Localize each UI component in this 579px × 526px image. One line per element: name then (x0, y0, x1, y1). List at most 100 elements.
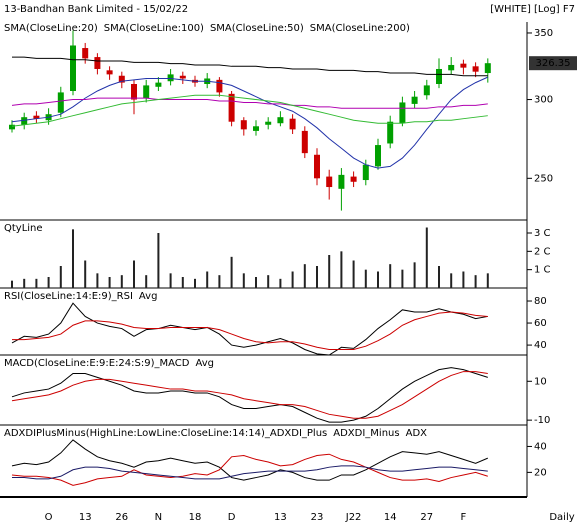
candle-body (253, 126, 259, 131)
candle-body (484, 63, 491, 74)
volume-bar (474, 275, 477, 288)
indicator-line (11, 367, 488, 423)
volume-bar (242, 273, 245, 288)
candle-body (277, 117, 284, 124)
x-tick-label: 13 (274, 512, 287, 523)
legend-entry: SMA(CloseLine:200) (310, 23, 410, 34)
volume-bar (303, 264, 306, 288)
volume-bar (157, 233, 160, 288)
candle-body (228, 93, 235, 122)
volume-bar (425, 227, 428, 288)
y-tick-label: 20 (534, 467, 547, 478)
y-tick-label: 2 C (534, 246, 551, 257)
volume-bar (206, 271, 209, 288)
volume-bar (72, 229, 74, 288)
indicator-line (11, 94, 488, 127)
chart-title: 13-Bandhan Bank Limited - 15/02/22 (4, 4, 188, 15)
indicator-line (11, 453, 488, 486)
candle-body (131, 83, 137, 100)
candle-body (216, 79, 223, 93)
volume-bar (279, 278, 282, 288)
volume-bar (108, 277, 111, 288)
indicator-line (11, 76, 489, 169)
candle-body (399, 102, 406, 124)
x-tick-label: 14 (384, 512, 397, 523)
indicator-line (12, 311, 488, 350)
volume-bar (255, 277, 257, 288)
candle-body (240, 120, 247, 130)
volume-bar (194, 278, 196, 288)
volume-bar (486, 273, 489, 288)
x-tick-label: D (228, 512, 236, 523)
candle-body (70, 45, 76, 92)
x-tick-label: 23 (311, 512, 324, 523)
candle-body (472, 66, 479, 72)
volume-bar (316, 266, 318, 288)
y-tick-label: 250 (534, 173, 553, 184)
volume-bar (47, 277, 50, 288)
volume-bar (364, 269, 367, 288)
candle-body (9, 124, 15, 130)
candle-body (436, 68, 442, 84)
y-tick-label: 350 (534, 28, 553, 39)
volume-bar (413, 262, 416, 288)
volume-bar (181, 277, 184, 288)
indicator-line (11, 439, 488, 481)
volume-bar (96, 273, 99, 288)
volume-bar (389, 264, 392, 288)
y-tick-label: 1 C (534, 265, 551, 276)
chart-settings: [WHITE] [Log] F7 (490, 4, 575, 15)
y-tick-label: 60 (534, 318, 547, 329)
candle-body (423, 85, 430, 96)
candle-body (94, 57, 101, 69)
candle-body (314, 154, 320, 179)
volume-bar (401, 269, 404, 288)
candle-body (265, 121, 272, 125)
legend-entry: QtyLine (4, 223, 43, 234)
volume-bar (11, 280, 13, 288)
volume-bar (377, 271, 379, 288)
volume-bar (169, 273, 172, 288)
volume-bar (462, 271, 465, 288)
legend-entry: SMA(CloseLine:50) (210, 23, 304, 34)
candle-body (21, 117, 28, 125)
volume-bar (35, 278, 38, 288)
x-tick-label: 18 (189, 512, 202, 523)
x-tick-label: J22 (345, 512, 362, 523)
legend-entry: SMA(CloseLine:20) (4, 23, 98, 34)
y-tick-label: 80 (534, 296, 547, 307)
volume-bar (133, 260, 135, 288)
y-tick-label: -10 (534, 415, 550, 426)
y-tick-label: 3 C (534, 228, 551, 239)
candle-body (33, 115, 40, 119)
indicator-line (11, 371, 488, 419)
volume-bar (267, 275, 270, 288)
candle-body (118, 75, 125, 83)
candle-body (301, 130, 308, 154)
indicator-line (11, 97, 488, 109)
volume-bar (120, 275, 123, 288)
volume-bar (340, 251, 343, 288)
volume-bar (230, 256, 233, 288)
last-price-label: 326.35 (536, 58, 571, 69)
volume-bar (291, 271, 294, 288)
candle-body (350, 176, 357, 182)
indicator-line (12, 465, 488, 480)
x-tick-label: N (155, 512, 162, 523)
x-tick-label: O (45, 512, 53, 523)
period-label: Daily (549, 512, 574, 523)
candle-body (179, 75, 186, 79)
x-tick-label: 13 (79, 512, 92, 523)
x-tick-label: 26 (115, 512, 128, 523)
x-tick-label: 27 (420, 512, 433, 523)
volume-bar (218, 275, 221, 288)
candle-body (338, 174, 345, 189)
candle-body (375, 145, 381, 167)
volume-bar (438, 266, 440, 288)
candle-body (460, 63, 467, 68)
volume-bar (84, 260, 87, 288)
candle-body (57, 92, 64, 113)
indicator-line (11, 302, 488, 356)
